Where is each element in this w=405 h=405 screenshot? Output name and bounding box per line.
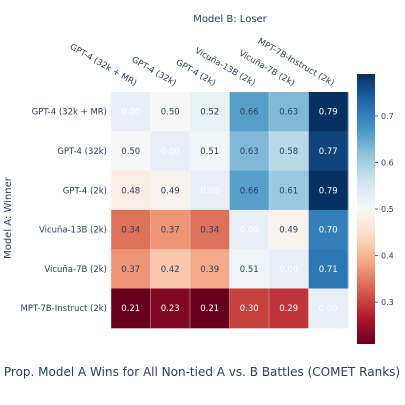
x-tick-label: GPT-4 (32k) — [130, 55, 178, 88]
cell-value-label: 0.00 — [279, 265, 298, 275]
heatmap-cell — [150, 209, 191, 250]
cell-value-label: 0.66 — [240, 186, 259, 196]
cell-value-label: 0.29 — [279, 304, 298, 314]
y-axis-title: Model A: Winner — [3, 176, 14, 259]
heatmap-cell — [229, 288, 270, 329]
colorbar-ticks: 0.3 0.4 0.5 0.6 0.7 — [375, 112, 394, 307]
heatmap-cell — [229, 170, 270, 211]
cell-value-label: 0.79 — [319, 186, 338, 196]
cell-value-label: 0.79 — [319, 108, 338, 118]
cell-value-label: 0.23 — [161, 304, 180, 314]
heatmap-cell — [111, 92, 151, 132]
x-tick-label: GPT-4 (32k + MR) — [68, 42, 138, 88]
cell-value-label: 0.00 — [200, 186, 219, 196]
cell-value-label: 0.39 — [200, 265, 219, 275]
heatmap-cell — [229, 209, 270, 250]
y-axis-ticks: GPT-4 (32k + MR) GPT-4 (32k) GPT-4 (2k) Vic… — [21, 108, 107, 314]
heatmap-cell — [308, 170, 349, 211]
heatmap-cell — [150, 92, 191, 132]
heatmap-cell — [269, 131, 309, 172]
colorbar-tick-label: 0.4 — [381, 252, 394, 261]
cell-value-label: 0.34 — [121, 226, 140, 236]
cell-value-label: 0.21 — [121, 304, 140, 314]
heatmap-cell — [150, 249, 191, 289]
cell-value-label: 0.30 — [240, 304, 259, 314]
y-tick-label: Vicuña-13B (2k) — [39, 226, 107, 236]
heatmap-cell — [111, 209, 151, 250]
cell-value-label: 0.37 — [121, 265, 140, 275]
cell-value-label: 0.49 — [161, 186, 180, 196]
cell-value-label: 0.37 — [161, 226, 180, 236]
heatmap-cell — [269, 249, 309, 289]
heatmap-cell — [308, 249, 349, 289]
cell-value-label: 0.50 — [161, 108, 180, 118]
heatmap-cell — [150, 131, 191, 172]
cell-value-label: 0.42 — [161, 265, 180, 275]
cell-value-label: 0.34 — [200, 226, 219, 236]
heatmap-cell — [111, 131, 151, 172]
cell-value-label: 0.49 — [279, 226, 298, 236]
y-tick-label: MPT-7B-Instruct (2k) — [21, 304, 107, 314]
cell-value-label: 0.71 — [319, 265, 338, 275]
cell-value-label: 0.00 — [240, 226, 259, 236]
y-tick-label: GPT-4 (32k) — [57, 147, 107, 157]
cell-value-label: 0.51 — [240, 265, 259, 275]
cell-value-label: 0.21 — [200, 304, 219, 314]
heatmap-cell — [190, 131, 230, 172]
heatmap-cell — [269, 170, 309, 211]
colorbar-tick-label: 0.6 — [381, 158, 394, 167]
cell-value-label: 0.63 — [240, 147, 259, 157]
heatmap-cell — [229, 131, 270, 172]
heatmap-cell — [190, 288, 230, 329]
heatmap-cell — [308, 131, 349, 172]
heatmap-cell — [269, 92, 309, 132]
heatmap-cell — [269, 209, 309, 250]
heatmap-cell — [111, 170, 151, 211]
cell-value-label: 0.70 — [319, 226, 338, 236]
colorbar-tick-label: 0.3 — [381, 298, 394, 307]
x-axis-title: Model B: Loser — [193, 14, 267, 25]
heatmap-cells: 0.00 0.50 0.52 0.66 0.63 0.79 0.50 0.00 0.51 0.63… — [110, 92, 349, 329]
heatmap-cell — [150, 170, 191, 211]
x-axis-ticks: GPT-4 (32k + MR)GPT-4 (32k)GPT-4 (2k)Vic… — [68, 37, 336, 89]
heatmap-cell — [150, 288, 191, 329]
cell-value-label: 0.48 — [121, 186, 140, 196]
cell-value-label: 0.61 — [279, 186, 298, 196]
cell-value-label: 0.63 — [279, 108, 298, 118]
heatmap-cell — [190, 249, 230, 289]
cell-value-label: 0.00 — [161, 147, 180, 157]
cell-value-label: 0.00 — [319, 304, 338, 314]
y-tick-label: GPT-4 (2k) — [63, 186, 107, 196]
heatmap-cell — [190, 92, 230, 132]
y-tick-label: Vicuña-7B (2k) — [44, 265, 107, 275]
heatmap-cell — [111, 249, 151, 289]
heatmap-cell — [190, 170, 230, 211]
cell-value-label: 0.50 — [121, 147, 140, 157]
cell-value-label: 0.52 — [200, 108, 219, 118]
heatmap-cell — [190, 209, 230, 250]
colorbar-tick-label: 0.7 — [381, 112, 394, 121]
colorbar — [357, 74, 375, 344]
heatmap-cell — [269, 288, 309, 329]
colorbar-tick-label: 0.5 — [381, 205, 394, 214]
heatmap-cell — [229, 92, 270, 132]
heatmap-cell — [308, 209, 349, 250]
y-tick-label: GPT-4 (32k + MR) — [32, 108, 107, 118]
cell-value-label: 0.51 — [200, 147, 219, 157]
heatmap-cell — [111, 288, 151, 329]
heatmap-cell — [308, 92, 349, 132]
chart-title: Prop. Model A Wins for All Non-tied A vs… — [4, 365, 400, 379]
cell-value-label: 0.00 — [121, 108, 140, 118]
heatmap-cell — [229, 249, 270, 289]
heatmap-cell — [308, 288, 349, 329]
cell-value-label: 0.77 — [319, 147, 338, 157]
cell-value-label: 0.58 — [279, 147, 298, 157]
cell-value-label: 0.66 — [240, 108, 259, 118]
